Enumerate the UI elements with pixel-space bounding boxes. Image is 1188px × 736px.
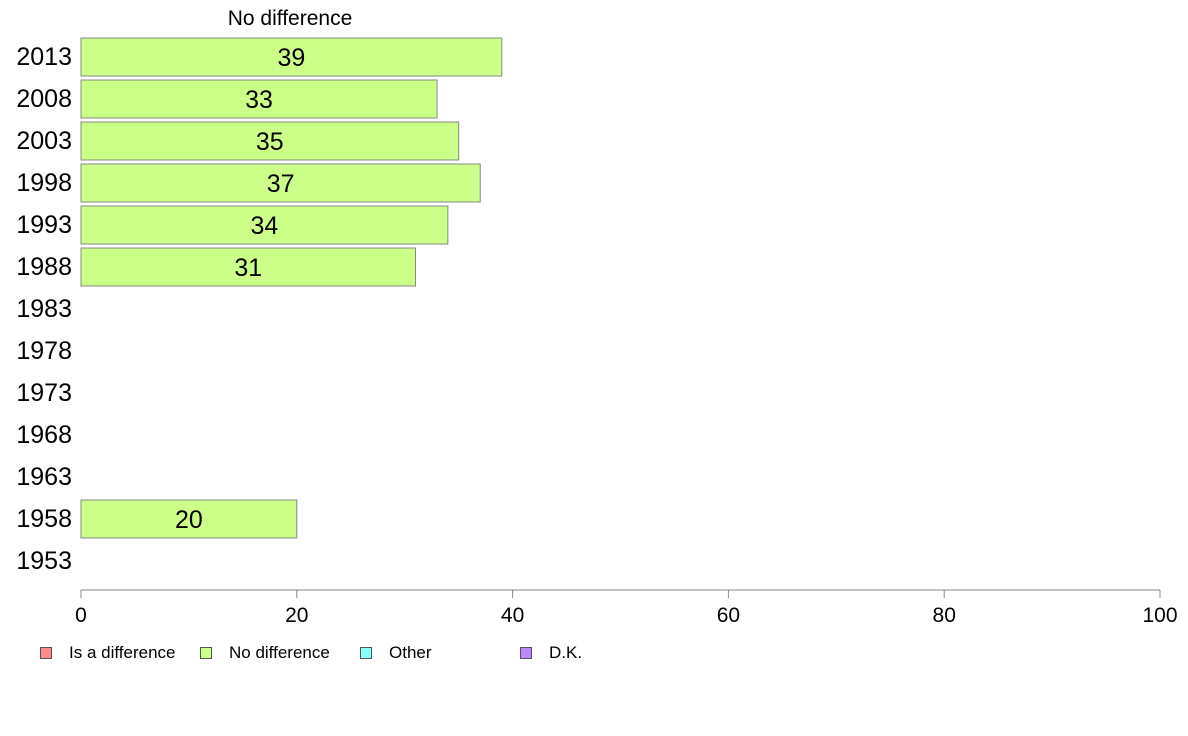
bar-value-label: 34 [251, 212, 279, 240]
bar [80, 37, 503, 77]
legend-swatch [520, 647, 532, 659]
y-tick-label: 1998 [16, 169, 72, 197]
y-tick-label: 2003 [16, 127, 72, 155]
legend-label: Other [389, 643, 432, 662]
chart-title: No difference [228, 7, 353, 30]
y-tick-label: 1968 [16, 421, 72, 449]
y-tick-label: 1993 [16, 211, 72, 239]
bar-value-label: 37 [267, 170, 295, 198]
bar-value-label: 33 [245, 86, 273, 114]
bar [80, 247, 416, 287]
legend-label: D.K. [549, 643, 583, 662]
x-tick-label: 20 [285, 604, 308, 627]
legend-label: No difference [229, 643, 330, 662]
y-tick-label: 1983 [16, 295, 72, 323]
legend-item-no-difference: No difference [200, 643, 330, 663]
legend-swatch [40, 647, 52, 659]
bar [80, 205, 449, 245]
y-axis-labels: 2013 2008 2003 1998 1993 1988 1983 1978 1973 1968… [16, 43, 72, 575]
y-tick-label: 1963 [16, 463, 72, 491]
y-tick-label: 1953 [16, 547, 72, 575]
legend-swatch [200, 647, 212, 659]
legend-item-dk: D.K. [520, 643, 582, 663]
bar-value-label: 35 [256, 128, 284, 156]
y-tick-label: 1973 [16, 379, 72, 407]
y-tick-label: 1978 [16, 337, 72, 365]
x-tick-label: 0 [75, 604, 87, 627]
x-axis: 0 20 40 60 80 100 [75, 589, 1178, 627]
bar-value-label: 39 [277, 44, 305, 72]
bar [80, 163, 481, 203]
y-tick-label: 1958 [16, 505, 72, 533]
x-tick-label: 80 [933, 604, 956, 627]
y-tick-label: 1988 [16, 253, 72, 281]
x-tick-label: 100 [1142, 604, 1177, 627]
x-tick-label: 40 [501, 604, 524, 627]
bar-value-label: 20 [175, 506, 203, 534]
bar [80, 121, 460, 161]
y-tick-label: 2013 [16, 43, 72, 71]
bar [80, 79, 438, 119]
bar [80, 499, 298, 539]
legend-item-is-a-difference: Is a difference [40, 643, 175, 663]
bar-value-label: 31 [234, 254, 262, 282]
legend-item-other: Other [360, 643, 432, 663]
x-tick-label: 60 [717, 604, 740, 627]
legend-label: Is a difference [69, 643, 176, 662]
y-tick-label: 2008 [16, 85, 72, 113]
legend-swatch [360, 647, 372, 659]
legend: Is a difference No difference Other D.K. [40, 643, 1040, 663]
